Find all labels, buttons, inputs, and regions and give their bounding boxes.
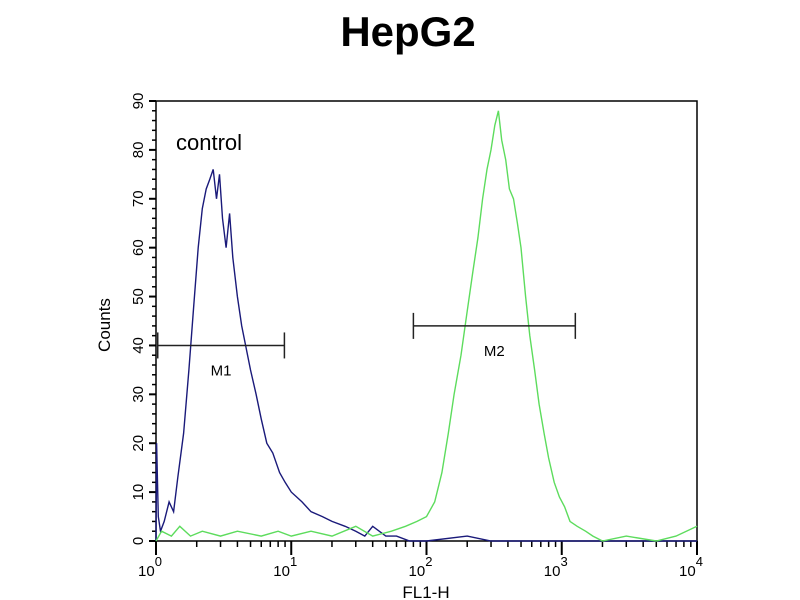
x-tick-label: 103: [544, 554, 568, 580]
y-tick-label: 50: [130, 288, 147, 305]
control-annotation: control: [176, 130, 242, 155]
x-tick-exponent: 4: [696, 554, 703, 569]
x-tick-base: 10: [138, 563, 155, 580]
markers-layer: M1 M2: [156, 312, 577, 379]
y-tick-label: 70: [130, 190, 147, 207]
x-tick-label: 101: [273, 554, 297, 580]
x-tick-exponent: 1: [290, 554, 297, 569]
plot-frame: [155, 100, 698, 542]
marker-label: M2: [484, 343, 505, 360]
x-tick-base: 10: [679, 563, 696, 580]
x-tick-base: 10: [409, 563, 426, 580]
y-tick-label: 10: [130, 484, 147, 501]
x-tick-base: 10: [273, 563, 290, 580]
series-line-sample: [155, 110, 698, 542]
x-tick-exponent: 2: [425, 554, 432, 569]
x-axis-label: FL1-H: [402, 583, 449, 600]
chart-title: HepG2: [340, 8, 476, 55]
marker-label: M1: [211, 362, 232, 379]
y-tick-label: 30: [130, 386, 147, 403]
y-tick-label: 20: [130, 435, 147, 452]
y-tick-label: 90: [130, 93, 147, 110]
x-tick-base: 10: [544, 563, 561, 580]
y-tick-label: 60: [130, 239, 147, 256]
y-axis-label: Counts: [95, 298, 114, 352]
x-tick-label: 102: [409, 554, 433, 580]
x-tick-exponent: 0: [155, 554, 162, 569]
series-line-control: [155, 169, 697, 542]
x-tick-label: 100: [138, 554, 162, 580]
y-tick-label: 80: [130, 142, 147, 159]
x-tick-label: 104: [679, 554, 703, 580]
y-tick-label: 0: [130, 537, 147, 545]
y-tick-label: 40: [130, 337, 147, 354]
x-tick-exponent: 3: [560, 554, 567, 569]
